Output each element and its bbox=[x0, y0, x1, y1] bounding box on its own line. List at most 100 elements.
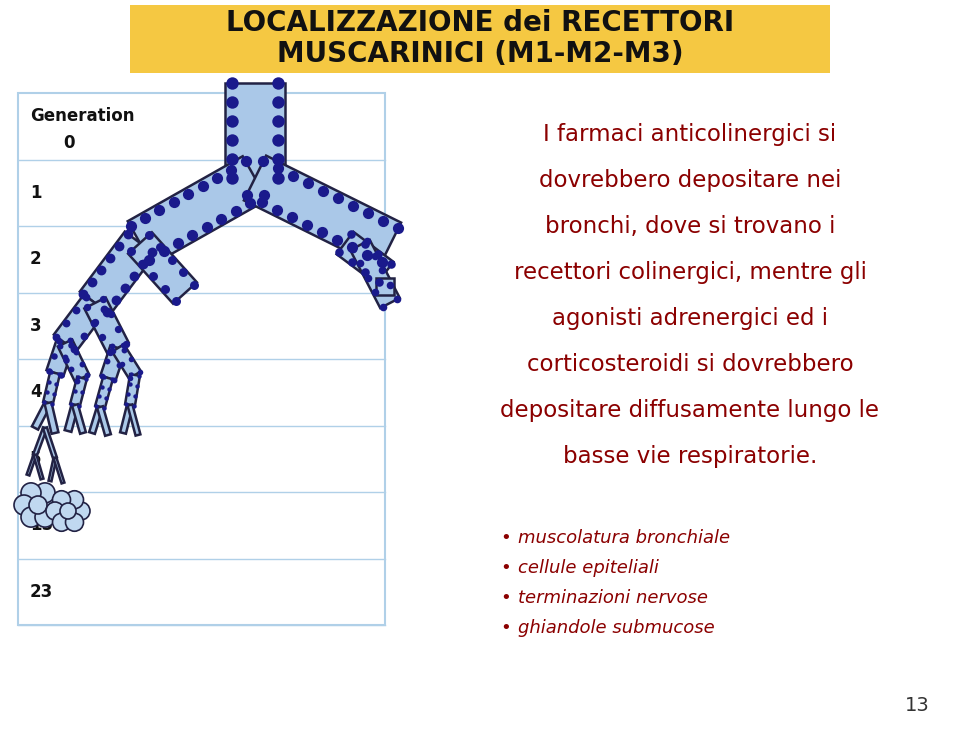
Point bbox=[122, 378, 137, 390]
Point bbox=[68, 346, 84, 358]
Point bbox=[106, 345, 121, 357]
Polygon shape bbox=[46, 340, 74, 376]
Text: 23: 23 bbox=[30, 583, 53, 601]
Circle shape bbox=[46, 502, 64, 520]
Point bbox=[74, 358, 89, 369]
Point bbox=[270, 153, 285, 165]
Point bbox=[119, 399, 134, 410]
Point bbox=[357, 239, 372, 251]
Point bbox=[118, 338, 133, 350]
Polygon shape bbox=[128, 156, 267, 265]
Point bbox=[316, 185, 331, 196]
Point bbox=[103, 308, 118, 320]
Circle shape bbox=[35, 507, 55, 527]
Point bbox=[253, 196, 269, 208]
Circle shape bbox=[53, 490, 70, 509]
Point bbox=[43, 366, 59, 378]
Circle shape bbox=[65, 513, 84, 531]
Point bbox=[269, 204, 284, 216]
Polygon shape bbox=[128, 232, 197, 303]
Point bbox=[371, 248, 386, 260]
Text: dovrebbero depositare nei: dovrebbero depositare nei bbox=[539, 169, 841, 192]
Point bbox=[99, 392, 114, 404]
Polygon shape bbox=[95, 377, 113, 408]
Point bbox=[67, 385, 83, 397]
Polygon shape bbox=[350, 240, 399, 308]
Point bbox=[358, 265, 373, 277]
Point bbox=[115, 339, 131, 351]
Point bbox=[41, 365, 57, 377]
Text: MUSCARINICI (M1-M2-M3): MUSCARINICI (M1-M2-M3) bbox=[276, 40, 684, 68]
Point bbox=[114, 358, 130, 370]
Point bbox=[360, 235, 375, 247]
Point bbox=[359, 248, 374, 260]
Text: LOCALIZZAZIONE dei RECETTORI: LOCALIZZAZIONE dei RECETTORI bbox=[226, 10, 734, 37]
Point bbox=[375, 301, 391, 313]
Polygon shape bbox=[70, 377, 86, 406]
Point bbox=[345, 243, 360, 254]
Point bbox=[199, 221, 214, 233]
Point bbox=[225, 134, 240, 146]
Point bbox=[153, 241, 168, 253]
Point bbox=[346, 200, 361, 212]
Polygon shape bbox=[244, 155, 401, 268]
Point bbox=[111, 240, 127, 252]
Point bbox=[76, 330, 91, 342]
Point bbox=[331, 246, 347, 257]
Polygon shape bbox=[72, 404, 85, 434]
Text: 5: 5 bbox=[30, 450, 41, 468]
Point bbox=[128, 390, 143, 402]
Text: recettori colinergici, mentre gli: recettori colinergici, mentre gli bbox=[514, 261, 867, 284]
Polygon shape bbox=[125, 374, 140, 406]
Polygon shape bbox=[34, 427, 47, 456]
Point bbox=[270, 115, 285, 127]
Point bbox=[116, 344, 132, 356]
Point bbox=[63, 398, 79, 410]
Point bbox=[78, 373, 93, 385]
Point bbox=[71, 400, 86, 412]
Point bbox=[270, 134, 285, 146]
Point bbox=[238, 155, 253, 167]
Polygon shape bbox=[89, 406, 103, 434]
Point bbox=[224, 163, 239, 175]
Text: depositare diffusamente lungo le: depositare diffusamente lungo le bbox=[500, 399, 879, 422]
Text: •: • bbox=[500, 529, 511, 547]
Text: 4: 4 bbox=[30, 383, 41, 401]
Point bbox=[209, 172, 225, 183]
Text: 15: 15 bbox=[30, 516, 53, 534]
Polygon shape bbox=[97, 406, 111, 436]
Point bbox=[270, 96, 285, 108]
Point bbox=[124, 369, 139, 380]
Circle shape bbox=[35, 483, 55, 503]
Point bbox=[100, 356, 115, 367]
Polygon shape bbox=[376, 278, 394, 295]
Point bbox=[52, 340, 67, 352]
Polygon shape bbox=[337, 232, 394, 284]
Circle shape bbox=[42, 495, 62, 515]
Point bbox=[166, 196, 181, 208]
Point bbox=[164, 254, 180, 266]
Point bbox=[382, 279, 397, 290]
Point bbox=[225, 172, 240, 184]
Polygon shape bbox=[49, 457, 57, 482]
Point bbox=[123, 221, 138, 232]
Text: cellule epiteliali: cellule epiteliali bbox=[518, 559, 659, 577]
Point bbox=[374, 265, 390, 276]
Point bbox=[39, 386, 55, 398]
Point bbox=[271, 163, 286, 174]
Text: 1: 1 bbox=[30, 184, 41, 202]
Polygon shape bbox=[54, 295, 107, 351]
Polygon shape bbox=[43, 427, 57, 459]
Text: basse vie respiratorie.: basse vie respiratorie. bbox=[563, 445, 817, 468]
Point bbox=[104, 373, 119, 385]
Polygon shape bbox=[32, 402, 51, 430]
Point bbox=[99, 306, 114, 317]
Point bbox=[132, 369, 147, 381]
Polygon shape bbox=[27, 454, 36, 476]
Point bbox=[270, 172, 285, 184]
Point bbox=[371, 276, 386, 287]
Point bbox=[134, 258, 150, 270]
Point bbox=[94, 331, 109, 343]
Point bbox=[344, 241, 359, 253]
Text: muscolatura bronchiale: muscolatura bronchiale bbox=[518, 529, 731, 547]
